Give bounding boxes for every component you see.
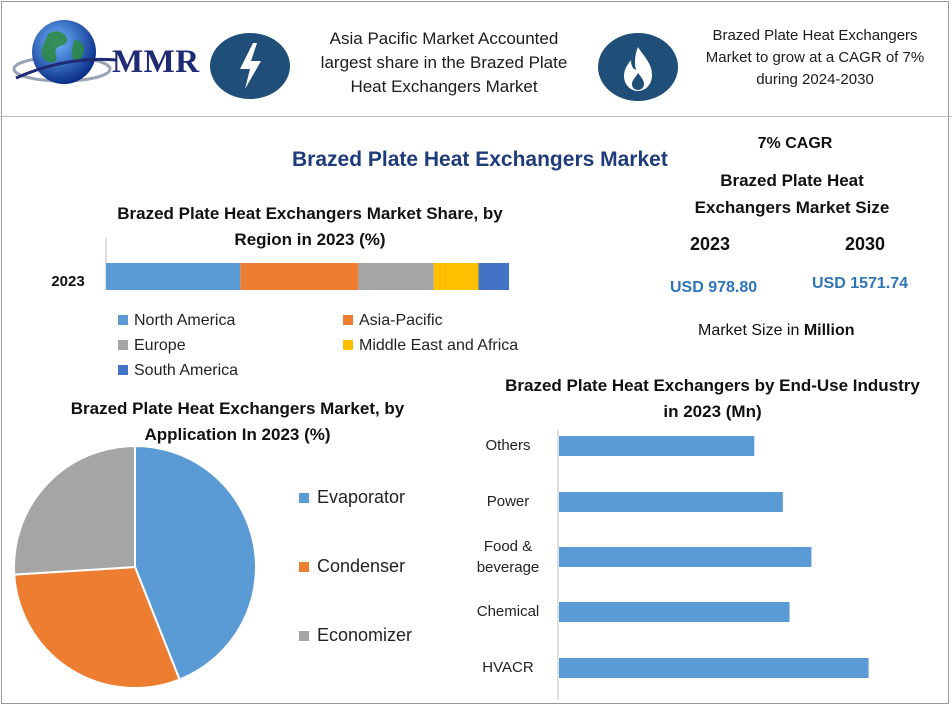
legend-swatch bbox=[343, 315, 353, 325]
enduse-category-label-hvacr: HVACR bbox=[482, 659, 534, 676]
enduse-bar-food-beverage bbox=[559, 547, 812, 567]
application-chart-title: Brazed Plate Heat Exchangers Market, by … bbox=[70, 399, 405, 444]
region-bar-segment-middle-east-and-africa bbox=[433, 263, 479, 297]
enduse-category-label-chemical: Chemical bbox=[476, 603, 540, 620]
application-legend-item-condenser: Condenser bbox=[299, 556, 405, 577]
region-legend-item-south-america: South America bbox=[118, 362, 238, 380]
legend-swatch bbox=[299, 631, 309, 641]
enduse-category-label-power: Power bbox=[486, 493, 530, 510]
application-legend-item-evaporator: Evaporator bbox=[299, 487, 405, 508]
legend-swatch bbox=[299, 562, 309, 572]
pie-slice-economizer bbox=[13, 444, 136, 576]
region-category-label: 2023 bbox=[51, 273, 84, 290]
year-end: 2030 bbox=[845, 234, 886, 254]
enduse-bar-power bbox=[559, 492, 783, 512]
enduse-bar-hvacr bbox=[559, 658, 869, 678]
region-bar-segment-asia-pacific bbox=[240, 263, 359, 297]
header-callout-right: Brazed Plate Heat Exchangers Market to g… bbox=[705, 27, 925, 88]
enduse-category-label-food-beverage: Food & beverage bbox=[476, 538, 540, 576]
legend-swatch bbox=[118, 340, 128, 350]
region-bar-segment-north-america bbox=[106, 263, 241, 297]
main-title: Brazed Plate Heat Exchangers Market bbox=[292, 148, 668, 171]
lightning-bolt-icon bbox=[210, 33, 290, 99]
legend-label: South America bbox=[134, 362, 239, 379]
lightning-bolt-glyph bbox=[240, 43, 261, 89]
legend-label: Middle East and Africa bbox=[359, 337, 519, 354]
legend-label: Condenser bbox=[317, 556, 406, 576]
header-divider bbox=[0, 116, 952, 117]
legend-label: Europe bbox=[134, 337, 186, 354]
market-size-title: Brazed Plate Heat Exchangers Market Size bbox=[694, 171, 890, 217]
legend-label: Economizer bbox=[317, 625, 413, 645]
legend-swatch bbox=[299, 493, 309, 503]
enduse-chart-title: Brazed Plate Heat Exchangers by End-Use … bbox=[505, 376, 920, 421]
legend-swatch bbox=[118, 365, 128, 375]
legend-label: Asia-Pacific bbox=[359, 312, 443, 329]
region-legend-item-europe: Europe bbox=[118, 337, 186, 355]
cagr-label: 7% CAGR bbox=[757, 135, 833, 152]
header-callout-left: Asia Pacific Market Accounted largest sh… bbox=[320, 29, 568, 96]
region-chart: 2023 bbox=[0, 230, 560, 297]
legend-label: North America bbox=[134, 312, 236, 329]
application-chart bbox=[0, 440, 270, 700]
enduse-category-label-others: Others bbox=[485, 437, 531, 454]
flame-icon bbox=[598, 33, 678, 101]
region-bar-segment-south-america bbox=[478, 263, 509, 297]
pie-slice-condenser bbox=[13, 565, 181, 689]
unit-note: Market Size in Million bbox=[698, 322, 854, 340]
region-legend-item-asia-pacific: Asia-Pacific bbox=[343, 312, 443, 330]
enduse-bar-others bbox=[559, 436, 755, 456]
value-start: USD 978.80 bbox=[670, 279, 758, 296]
legend-swatch bbox=[343, 340, 353, 350]
pie-slice-evaporator bbox=[134, 444, 257, 681]
flame-glyph bbox=[624, 47, 652, 91]
unit-note-prefix: Market Size in bbox=[698, 322, 800, 339]
globe-icon bbox=[12, 20, 117, 84]
enduse-bar-chemical bbox=[559, 602, 790, 622]
value-end: USD 1571.74 bbox=[812, 275, 909, 292]
brand-logo-text: MMR bbox=[112, 44, 200, 80]
region-chart-svg: 2023 bbox=[51, 238, 509, 297]
application-legend-item-economizer: Economizer bbox=[299, 625, 412, 646]
legend-swatch bbox=[118, 315, 128, 325]
logo bbox=[12, 14, 192, 94]
region-chart-title: Brazed Plate Heat Exchangers Market Shar… bbox=[117, 204, 503, 249]
region-legend-item-middle-east-and-africa: Middle East and Africa bbox=[343, 337, 518, 355]
application-pie-svg bbox=[13, 444, 257, 689]
year-start: 2023 bbox=[690, 234, 731, 254]
enduse-chart-svg bbox=[557, 430, 869, 700]
unit-note-unit: Million bbox=[803, 322, 855, 339]
enduse-chart bbox=[460, 425, 940, 700]
region-bar-segment-europe bbox=[358, 263, 434, 297]
region-legend-item-north-america: North America bbox=[118, 312, 235, 330]
legend-label: Evaporator bbox=[317, 487, 406, 507]
